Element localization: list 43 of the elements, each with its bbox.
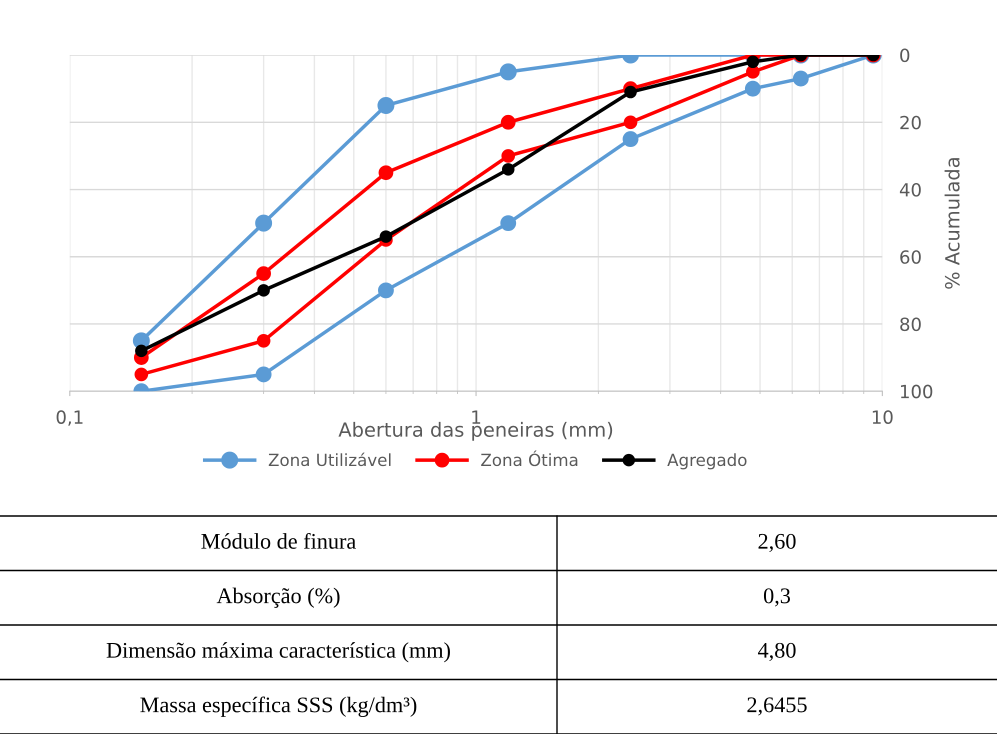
point xyxy=(135,344,148,358)
point xyxy=(255,214,272,232)
text: Dimensão máxima característica (mm) xyxy=(106,642,450,662)
point xyxy=(257,284,270,297)
point xyxy=(134,368,148,382)
point xyxy=(378,165,394,180)
legend-label: Zona Utilizável xyxy=(268,452,390,466)
y-tick-label: 0 xyxy=(900,48,910,62)
point xyxy=(500,63,517,80)
text: 4,80 xyxy=(758,642,796,662)
x-axis-title: Abertura das peneiras (mm) xyxy=(338,422,612,441)
point xyxy=(256,366,272,382)
y-tick-label: 80 xyxy=(900,317,921,332)
text: Massa específica SSS (kg/dm³) xyxy=(140,696,416,717)
point xyxy=(500,215,516,232)
point xyxy=(624,86,637,98)
y-axis-title: % Acumulada xyxy=(944,158,960,289)
point xyxy=(500,114,516,130)
point xyxy=(622,131,638,148)
text: 2,6455 xyxy=(747,697,807,716)
point xyxy=(502,163,514,176)
point xyxy=(377,97,394,114)
x-tick-label: 10 xyxy=(872,410,893,424)
point xyxy=(624,115,638,130)
point xyxy=(746,56,760,68)
point xyxy=(256,334,270,348)
x-tick-label: 1 xyxy=(472,410,480,424)
x-tick-label: 0,1 xyxy=(56,410,82,426)
point xyxy=(378,282,394,298)
y-tick-label: 20 xyxy=(900,116,921,130)
legend-label: Zona Ótima xyxy=(481,450,578,466)
point xyxy=(744,80,761,97)
point xyxy=(501,149,516,163)
text: Módulo de finura xyxy=(201,532,356,549)
text: 0,3 xyxy=(764,588,790,607)
y-tick-label: 40 xyxy=(900,182,921,197)
legend-label: Agregado xyxy=(667,453,747,470)
y-tick-label: 100 xyxy=(900,384,932,398)
point xyxy=(256,266,271,281)
text: Absorção (%) xyxy=(216,588,340,608)
y-tick-label: 60 xyxy=(900,250,921,264)
point xyxy=(380,230,392,243)
text: 2,60 xyxy=(758,534,796,552)
